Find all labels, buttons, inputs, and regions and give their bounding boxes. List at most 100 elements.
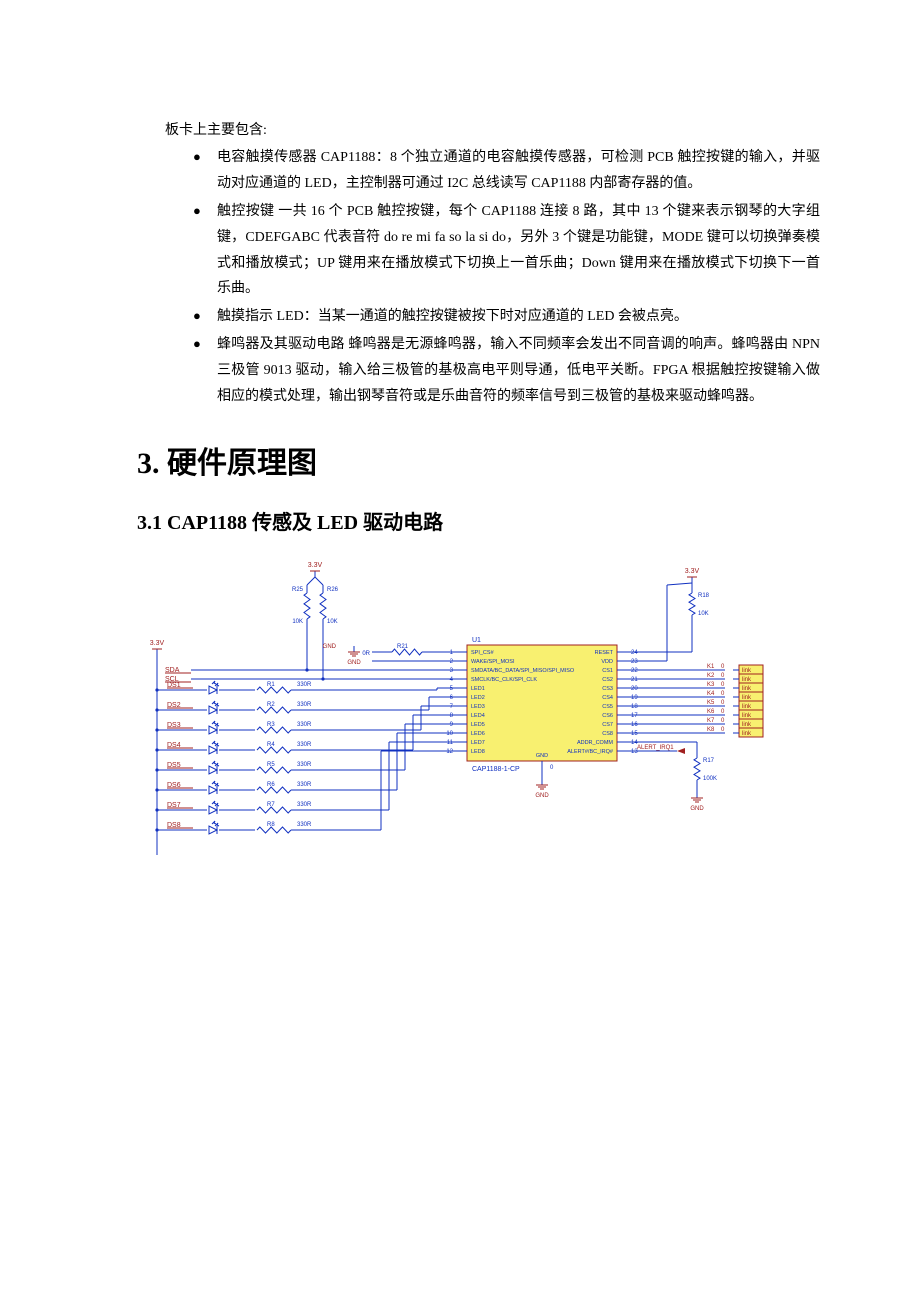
svg-text:R17: R17 <box>703 758 715 764</box>
svg-text:LED7: LED7 <box>471 740 485 746</box>
svg-text:CS4: CS4 <box>602 695 613 701</box>
svg-text:SMDATA/BC_DATA/SPI_MISO/SPI_MI: SMDATA/BC_DATA/SPI_MISO/SPI_MISO <box>471 668 575 674</box>
svg-text:link: link <box>742 686 752 692</box>
svg-text:LED1: LED1 <box>471 686 485 692</box>
svg-text:GND: GND <box>690 806 704 812</box>
svg-text:ALERT_IRQ1: ALERT_IRQ1 <box>637 745 674 751</box>
svg-text:K4: K4 <box>707 691 715 697</box>
svg-text:0: 0 <box>721 682 725 688</box>
svg-text:K7: K7 <box>707 718 715 724</box>
svg-text:K2: K2 <box>707 673 715 679</box>
svg-text:15: 15 <box>631 731 638 737</box>
svg-text:330R: 330R <box>297 722 312 728</box>
svg-text:R21: R21 <box>397 644 409 650</box>
svg-text:link: link <box>742 731 752 737</box>
svg-text:21: 21 <box>631 677 638 683</box>
svg-text:5: 5 <box>450 686 454 692</box>
svg-text:link: link <box>742 722 752 728</box>
svg-text:0: 0 <box>721 709 725 715</box>
svg-text:17: 17 <box>631 713 638 719</box>
svg-text:link: link <box>742 704 752 710</box>
svg-text:0: 0 <box>721 691 725 697</box>
svg-text:CS6: CS6 <box>602 713 613 719</box>
svg-text:18: 18 <box>631 704 638 710</box>
svg-text:LED4: LED4 <box>471 713 485 719</box>
svg-text:SPI_CS#: SPI_CS# <box>471 650 495 656</box>
svg-text:SMCLK/BC_CLK/SPI_CLK: SMCLK/BC_CLK/SPI_CLK <box>471 677 537 683</box>
svg-text:0: 0 <box>721 718 725 724</box>
svg-text:K6: K6 <box>707 709 715 715</box>
list-item: 触摸指示 LED：当某一通道的触控按键被按下时对应通道的 LED 会被点亮。 <box>193 304 820 330</box>
svg-text:100K: 100K <box>703 776 717 782</box>
schematic-figure: U1CAP1188-1-CP1SPI_CS#2WAKE/SPI_MOSI3SMD… <box>137 555 792 879</box>
svg-text:3: 3 <box>450 668 454 674</box>
svg-text:330R: 330R <box>297 682 312 688</box>
svg-text:19: 19 <box>631 695 638 701</box>
svg-text:CS7: CS7 <box>602 722 613 728</box>
svg-text:330R: 330R <box>297 822 312 828</box>
svg-text:CS8: CS8 <box>602 731 613 737</box>
svg-text:K1: K1 <box>707 664 715 670</box>
svg-text:330R: 330R <box>297 762 312 768</box>
svg-text:0: 0 <box>550 765 554 771</box>
svg-text:9: 9 <box>450 722 454 728</box>
svg-text:R25: R25 <box>292 587 304 593</box>
svg-text:10K: 10K <box>292 619 303 625</box>
svg-text:link: link <box>742 713 752 719</box>
svg-text:0: 0 <box>721 664 725 670</box>
list-item: 触控按键 一共 16 个 PCB 触控按键，每个 CAP1188 连接 8 路，… <box>193 199 820 303</box>
svg-text:K5: K5 <box>707 700 715 706</box>
svg-text:GND: GND <box>323 644 337 650</box>
svg-text:23: 23 <box>631 659 638 665</box>
svg-text:22: 22 <box>631 668 638 674</box>
svg-text:10: 10 <box>446 731 453 737</box>
subsection-heading: 3.1 CAP1188 传感及 LED 驱动电路 <box>137 506 820 535</box>
svg-text:R18: R18 <box>698 593 710 599</box>
svg-text:R26: R26 <box>327 587 339 593</box>
svg-text:U1: U1 <box>472 637 481 644</box>
svg-text:WAKE/SPI_MOSI: WAKE/SPI_MOSI <box>471 659 515 665</box>
svg-text:RESET: RESET <box>595 650 614 656</box>
svg-text:CS2: CS2 <box>602 677 613 683</box>
svg-text:11: 11 <box>447 740 454 746</box>
svg-text:LED3: LED3 <box>471 704 485 710</box>
svg-text:link: link <box>742 695 752 701</box>
svg-text:16: 16 <box>631 722 638 728</box>
list-item: 蜂鸣器及其驱动电路 蜂鸣器是无源蜂鸣器，输入不同频率会发出不同音调的响声。蜂鸣器… <box>193 332 820 410</box>
svg-text:2: 2 <box>450 659 454 665</box>
svg-text:ADDR_COMM: ADDR_COMM <box>577 740 613 746</box>
svg-text:6: 6 <box>450 695 454 701</box>
list-item: 电容触摸传感器 CAP1188：8 个独立通道的电容触摸传感器，可检测 PCB … <box>193 145 820 197</box>
svg-text:link: link <box>742 668 752 674</box>
svg-text:CAP1188-1-CP: CAP1188-1-CP <box>472 766 520 773</box>
svg-text:link: link <box>742 677 752 683</box>
svg-text:LED2: LED2 <box>471 695 485 701</box>
svg-text:330R: 330R <box>297 742 312 748</box>
svg-text:7: 7 <box>450 704 454 710</box>
svg-text:20: 20 <box>631 686 638 692</box>
svg-text:GND: GND <box>347 660 361 666</box>
svg-text:0: 0 <box>721 673 725 679</box>
svg-text:330R: 330R <box>297 802 312 808</box>
section-heading: 3. 硬件原理图 <box>137 438 820 482</box>
svg-text:K3: K3 <box>707 682 715 688</box>
svg-text:0: 0 <box>721 727 725 733</box>
svg-text:GND: GND <box>536 753 548 759</box>
svg-text:3.3V: 3.3V <box>685 568 700 575</box>
svg-text:10K: 10K <box>327 619 338 625</box>
svg-text:LED6: LED6 <box>471 731 485 737</box>
svg-text:CS5: CS5 <box>602 704 613 710</box>
svg-text:0: 0 <box>721 700 725 706</box>
svg-text:4: 4 <box>450 677 454 683</box>
svg-text:0R: 0R <box>362 651 370 657</box>
svg-text:330R: 330R <box>297 782 312 788</box>
intro-text: 板卡上主要包含: <box>165 120 820 141</box>
svg-text:3.3V: 3.3V <box>150 640 165 647</box>
svg-text:K8: K8 <box>707 727 715 733</box>
svg-text:ALERT#/BC_IRQ#: ALERT#/BC_IRQ# <box>567 749 614 755</box>
svg-text:10K: 10K <box>698 611 709 617</box>
svg-text:CS3: CS3 <box>602 686 613 692</box>
svg-text:CS1: CS1 <box>602 668 613 674</box>
svg-text:12: 12 <box>446 749 453 755</box>
svg-text:LED5: LED5 <box>471 722 485 728</box>
